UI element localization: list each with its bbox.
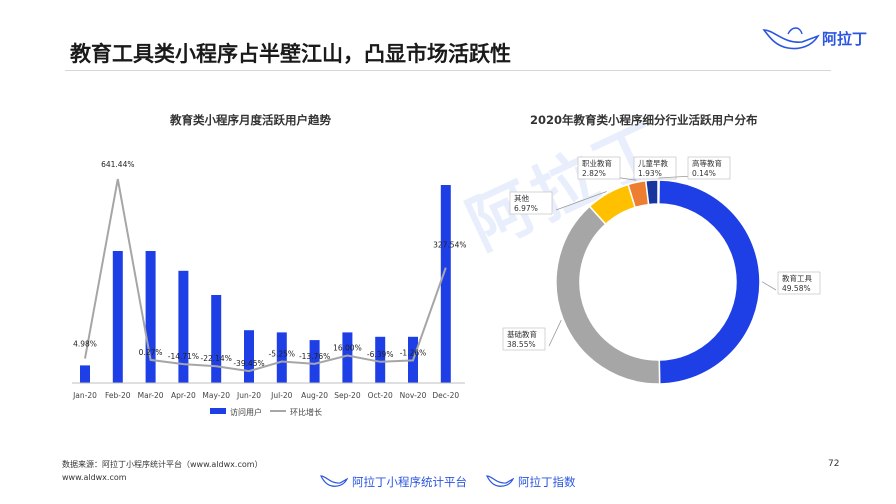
x-tick-label: Sep-20 xyxy=(334,391,361,400)
bar-Aug-20 xyxy=(309,340,320,383)
label-box xyxy=(502,327,546,351)
bar-Nov-20 xyxy=(408,336,418,383)
line-data-label: -39.45% xyxy=(233,359,264,368)
legend-label-bar: 访问用户 xyxy=(230,407,262,417)
footer-brand-stats: 阿拉丁小程序统计平台 xyxy=(352,475,467,489)
bar-Jun-20 xyxy=(244,330,254,383)
slice-name-label: 高等教育 xyxy=(692,158,722,168)
page-number: 72 xyxy=(828,459,840,469)
slice-value-label: 49.58% xyxy=(782,284,811,293)
line-data-label: -22.14% xyxy=(201,354,232,363)
line-data-label: -13.76% xyxy=(299,352,330,361)
slice-name-label: 教育工具 xyxy=(782,273,812,283)
donut-chart-title: 2020年教育类小程序细分行业活跃用户分布 xyxy=(530,113,758,127)
slice-name-label: 基础教育 xyxy=(507,329,537,339)
x-tick-label: Oct-20 xyxy=(368,391,393,400)
x-tick-label: Mar-20 xyxy=(138,391,164,400)
x-tick-label: May-20 xyxy=(202,391,230,400)
bar-Apr-20 xyxy=(178,270,189,383)
bar-Mar-20 xyxy=(145,251,156,383)
x-tick-label: Apr-20 xyxy=(171,391,196,400)
bar-Jan-20 xyxy=(80,365,90,383)
slice-教育工具 xyxy=(658,179,761,385)
line-data-label: 0.27% xyxy=(139,348,163,357)
label-box xyxy=(687,156,731,180)
slice-基础教育 xyxy=(555,205,661,385)
footer-lamp-icon xyxy=(320,475,348,487)
bar-Feb-20 xyxy=(112,251,123,383)
source-note: 数据来源：阿拉丁小程序统计平台（www.aldwx.com） www.aldwx… xyxy=(62,458,263,484)
x-tick-label: Jan-20 xyxy=(72,391,97,400)
footer-lamp-icon-2 xyxy=(486,475,514,487)
bar-May-20 xyxy=(211,295,222,383)
bar-Oct-20 xyxy=(375,336,386,383)
line-data-label: 16.00% xyxy=(333,343,362,352)
line-data-label: -1.26% xyxy=(400,348,427,357)
slice-value-label: 38.55% xyxy=(507,340,536,349)
bar-chart-title: 教育类小程序月度活跃用户趋势 xyxy=(170,113,331,127)
x-tick-label: Aug-20 xyxy=(301,391,328,400)
line-data-label: -6.39% xyxy=(367,350,394,359)
slice-value-label: 0.14% xyxy=(692,169,716,178)
x-tick-label: Jun-20 xyxy=(236,391,261,400)
leader-line xyxy=(548,319,562,347)
x-tick-label: Feb-20 xyxy=(105,391,131,400)
line-data-label: 4.98% xyxy=(73,340,97,349)
bar-Sep-20 xyxy=(342,332,353,383)
line-data-label: -5.25% xyxy=(269,349,296,358)
legend-label-line: 环比增长 xyxy=(290,407,322,417)
x-tick-label: Jul-20 xyxy=(270,391,293,400)
x-tick-label: Nov-20 xyxy=(400,391,427,400)
brand-name: 阿拉丁 xyxy=(822,30,868,48)
source-line: 数据来源：阿拉丁小程序统计平台（www.aldwx.com） xyxy=(62,460,263,469)
footer-brand-index: 阿拉丁指数 xyxy=(518,475,576,489)
line-data-label: 327.54% xyxy=(433,241,466,250)
leader-line xyxy=(761,281,777,291)
line-series-mom-growth xyxy=(84,178,447,373)
title-divider xyxy=(65,70,831,71)
legend-swatch-bar xyxy=(210,408,226,414)
page-title: 教育工具类小程序占半壁江山，凸显市场活跃性 xyxy=(70,42,511,66)
bar-Dec-20 xyxy=(440,185,451,383)
x-tick-label: Dec-20 xyxy=(432,391,459,400)
line-data-label: -14.71% xyxy=(168,352,199,361)
line-data-label: 641.44% xyxy=(101,160,134,169)
lamp-logo-icon xyxy=(762,27,820,50)
source-url: www.aldwx.com xyxy=(62,473,127,482)
bar-Jul-20 xyxy=(276,332,287,383)
label-box xyxy=(777,271,821,295)
